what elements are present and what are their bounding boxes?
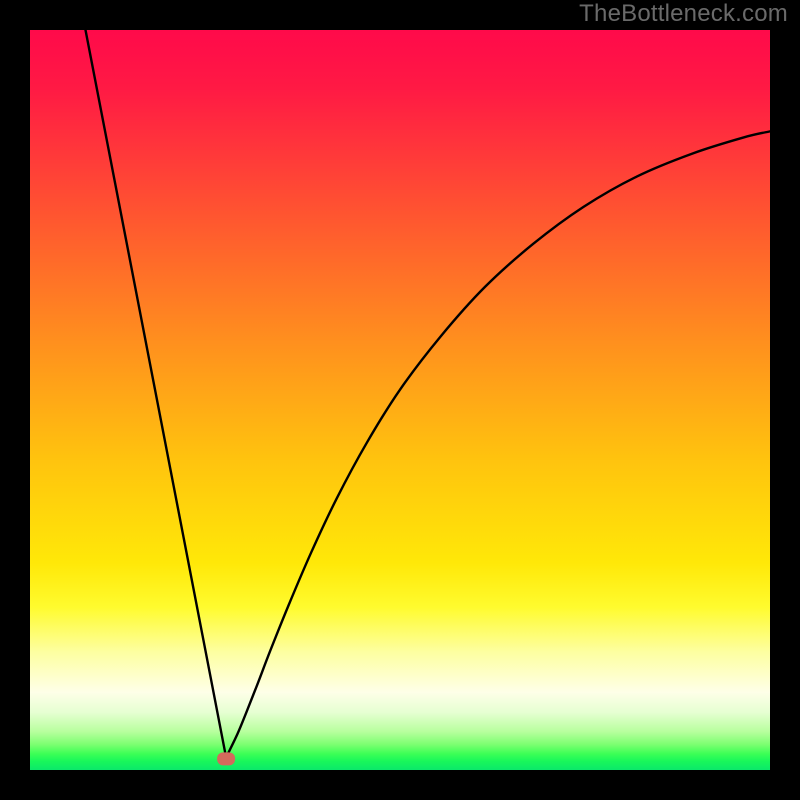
chart-container: TheBottleneck.com [0,0,800,800]
plot-background [30,30,770,770]
watermark-text: TheBottleneck.com [579,0,788,28]
minimum-marker [217,752,235,765]
gradient-curve-chart [0,0,800,800]
